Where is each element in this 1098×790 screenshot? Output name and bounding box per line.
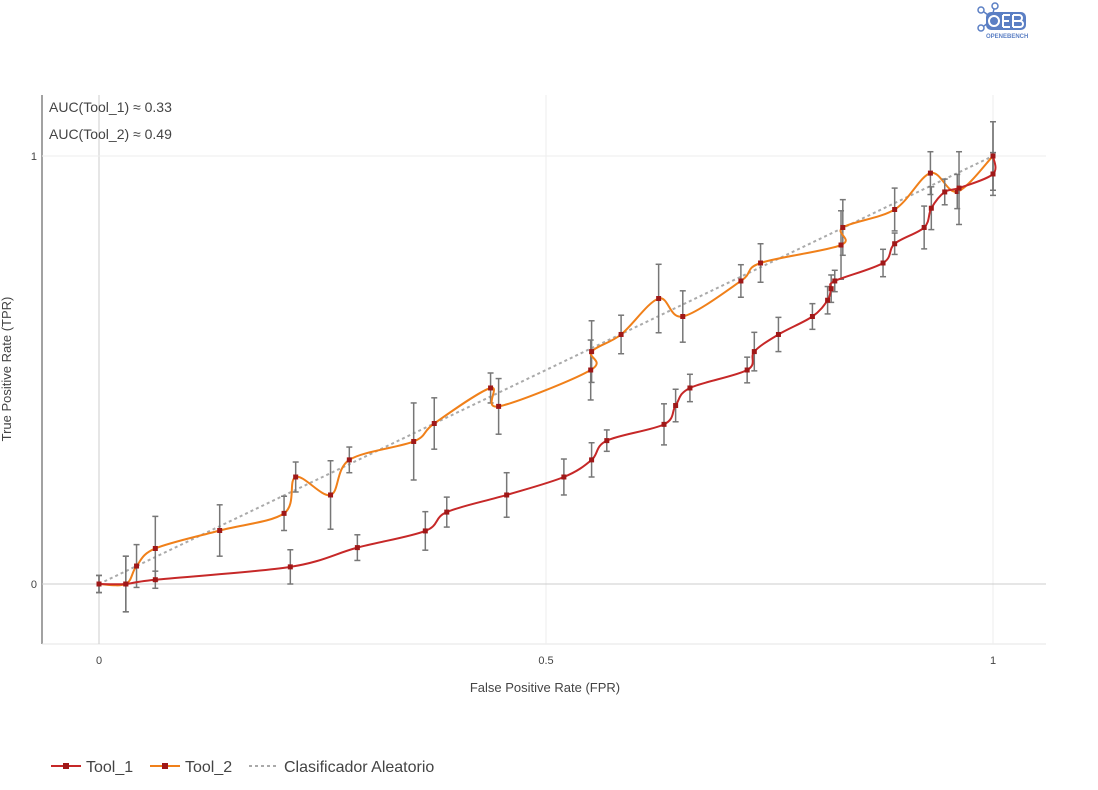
tick-labels: 0 0.5 1 0 1 xyxy=(31,151,996,667)
logo-label: OPENEBENCH xyxy=(986,34,1028,40)
data-point-tool2[interactable] xyxy=(152,545,158,551)
data-point-tool1[interactable] xyxy=(444,509,450,515)
data-point-tool1[interactable] xyxy=(589,457,595,463)
data-point-tool1[interactable] xyxy=(921,224,927,230)
logo-node-icon xyxy=(991,2,999,10)
data-point-tool1[interactable] xyxy=(687,385,693,391)
openebench-logo[interactable]: OPENEBENCH xyxy=(977,2,1028,40)
legend-item-tool2[interactable]: Tool_2 xyxy=(150,759,232,776)
data-point-tool1[interactable] xyxy=(828,286,834,292)
data-point-tool2[interactable] xyxy=(411,438,417,444)
legend-label-random: Clasificador Aleatorio xyxy=(284,759,434,776)
data-point-tool2[interactable] xyxy=(589,349,595,355)
auc-annotation-tool1: AUC(Tool_1) ≈ 0.33 xyxy=(49,99,172,115)
legend-item-random[interactable]: Clasificador Aleatorio xyxy=(249,759,434,776)
data-point-tool1[interactable] xyxy=(825,297,831,303)
data-point-tool2[interactable] xyxy=(588,367,594,373)
data-point-tool2[interactable] xyxy=(656,296,662,302)
data-point-tool1[interactable] xyxy=(775,331,781,337)
data-point-tool2[interactable] xyxy=(892,207,898,212)
y-tick-label: 0 xyxy=(31,579,37,591)
data-point-tool2[interactable] xyxy=(328,492,334,498)
data-point-tool2[interactable] xyxy=(618,331,624,337)
data-point-tool1[interactable] xyxy=(354,545,360,551)
data-point-tool2[interactable] xyxy=(346,457,352,463)
data-point-tool1[interactable] xyxy=(751,349,757,355)
data-point-tool2[interactable] xyxy=(838,242,844,248)
legend: Tool_1 Tool_2 Clasificador Aleatorio xyxy=(51,759,434,776)
x-tick-label: 0 xyxy=(96,655,102,667)
legend-label-tool1: Tool_1 xyxy=(86,759,133,776)
data-point-tool2[interactable] xyxy=(431,421,437,426)
data-point-tool2[interactable] xyxy=(488,385,494,391)
data-point-tool2[interactable] xyxy=(927,170,933,176)
data-point-tool2[interactable] xyxy=(738,278,744,284)
legend-label-tool2: Tool_2 xyxy=(185,759,232,776)
legend-marker-tool2 xyxy=(162,763,168,769)
x-tick-label: 1 xyxy=(990,655,996,667)
series-line-tool2 xyxy=(98,155,994,587)
data-point-tool1[interactable] xyxy=(990,171,996,177)
logo-node-icon xyxy=(977,24,985,32)
data-point-tool2[interactable] xyxy=(217,528,223,533)
data-point-tool2[interactable] xyxy=(954,189,960,195)
data-point-tool1[interactable] xyxy=(928,205,934,211)
data-point-tool1[interactable] xyxy=(990,153,996,159)
data-point-tool2[interactable] xyxy=(134,563,140,569)
legend-item-tool1[interactable]: Tool_1 xyxy=(51,759,133,776)
data-point-tool1[interactable] xyxy=(504,492,510,498)
logo-node-icon xyxy=(977,6,985,14)
data-point-tool1[interactable] xyxy=(152,577,158,583)
data-point-tool1[interactable] xyxy=(561,474,567,480)
data-point-tool2[interactable] xyxy=(758,260,764,266)
data-point-tool1[interactable] xyxy=(673,403,679,409)
data-point-tool2[interactable] xyxy=(293,474,299,480)
data-point-tool1[interactable] xyxy=(96,581,102,587)
plot-area: 0 0.5 1 0 1 xyxy=(31,95,1046,667)
data-point-tool1[interactable] xyxy=(956,185,962,191)
data-point-tool2[interactable] xyxy=(840,224,846,230)
data-point-tool1[interactable] xyxy=(892,241,898,247)
x-axis-title: False Positive Rate (FPR) xyxy=(470,680,620,695)
data-point-tool1[interactable] xyxy=(287,564,293,570)
gridlines xyxy=(42,95,1046,644)
data-point-tool2[interactable] xyxy=(281,510,287,516)
data-point-tool1[interactable] xyxy=(744,367,750,373)
data-point-tool1[interactable] xyxy=(661,421,667,427)
data-point-tool1[interactable] xyxy=(832,278,838,284)
data-point-tool1[interactable] xyxy=(123,581,129,587)
data-point-tool2[interactable] xyxy=(496,403,502,409)
y-axis-title: True Positive Rate (TPR) xyxy=(0,297,14,442)
data-point-tool1[interactable] xyxy=(422,528,428,534)
x-tick-label: 0.5 xyxy=(538,655,553,667)
legend-marker-tool1 xyxy=(63,763,69,769)
series-layer xyxy=(96,121,997,613)
y-tick-label: 1 xyxy=(31,151,37,163)
data-point-tool1[interactable] xyxy=(942,189,948,195)
series-line-tool1 xyxy=(98,155,997,586)
data-point-tool1[interactable] xyxy=(880,260,886,266)
data-point-tool1[interactable] xyxy=(809,314,815,319)
auc-annotation-tool2: AUC(Tool_2) ≈ 0.49 xyxy=(49,126,172,142)
data-point-tool1[interactable] xyxy=(604,438,610,444)
data-point-tool2[interactable] xyxy=(680,314,686,319)
